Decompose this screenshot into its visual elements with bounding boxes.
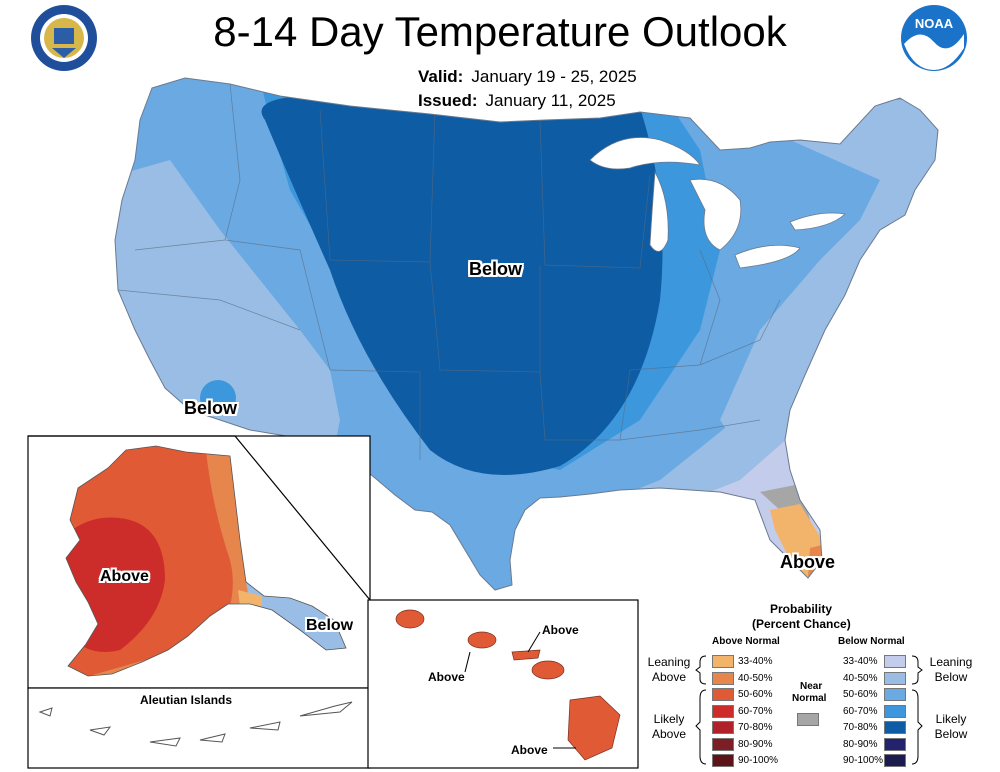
big-island: [567, 695, 621, 761]
legend-below-swatch-1: [884, 671, 906, 685]
legend-above-range-0: 33-40%: [738, 656, 773, 667]
aleutian-chain: [38, 701, 353, 747]
legend-below-range-0: 33-40%: [843, 656, 878, 667]
legend-below-range-2: 50-60%: [843, 689, 878, 700]
noaa-logo: NOAA: [901, 5, 967, 71]
above-33-40-florida: [770, 504, 822, 578]
legend-above-header: Above Normal: [712, 636, 780, 647]
label-conus-below: Below: [469, 259, 523, 279]
label-hawaii-above-1: Above: [428, 670, 465, 684]
legend-below-swatch-5: [884, 737, 906, 751]
legend-below-range-1: 40-50%: [843, 672, 878, 684]
legend-likely-above-group: Likely Above: [644, 712, 694, 742]
legend-near-header-2: Normal: [792, 693, 827, 704]
legend-leaning-above-group: Leaning Above: [644, 655, 694, 685]
label-hawaii-above-3: Above: [511, 743, 548, 757]
issued-label: Issued:: [418, 91, 478, 110]
legend-above-range-2: 50-60%: [738, 689, 773, 700]
legend-below-swatch-4: [884, 721, 906, 734]
legend-near-normal-swatch: [797, 713, 819, 726]
legend-above-range-4: 70-80%: [738, 722, 773, 733]
issued-value: January 11, 2025: [485, 91, 616, 110]
legend-above-swatch-2: [712, 688, 734, 701]
legend-above-range-3: 60-70%: [738, 705, 773, 717]
state-boundaries: [117, 83, 781, 460]
legend-above-swatch-1: [712, 671, 734, 685]
issued-date: Issued: January 11, 2025: [418, 91, 616, 111]
legend-above-swatch-0: [712, 655, 734, 668]
valid-label: Valid:: [418, 67, 464, 86]
noaa-logo-text: NOAA: [915, 16, 954, 31]
label-socal-below: Below: [184, 398, 238, 418]
likely-above-line-1: Likely: [653, 712, 685, 726]
alaska-inset: [27, 435, 371, 769]
valid-range: January 19 - 25, 2025: [471, 67, 637, 86]
legend-above-range-1: 40-50%: [738, 672, 773, 684]
below-socal-bubble: [200, 380, 236, 416]
legend-above-swatch-6: [712, 754, 734, 767]
valid-dates: Valid: January 19 - 25, 2025: [418, 67, 637, 87]
aleutian-inset: [27, 687, 371, 769]
legend-below-swatch-6: [884, 754, 906, 767]
legend-near-header-1: Near: [800, 681, 823, 692]
legend-above-range-5: 80-90%: [738, 738, 773, 750]
legend-above-swatch-3: [712, 704, 734, 718]
kauai-island: [395, 609, 425, 629]
leaning-above-line-2: Above: [651, 670, 687, 684]
hawaii-inset: [367, 599, 639, 769]
legend-below-swatch-2: [884, 688, 906, 701]
legend-below-swatch-0: [884, 655, 906, 668]
commerce-seal-logo: [31, 5, 97, 71]
legend-below-swatch-3: [884, 704, 906, 718]
label-alaska-below: Below: [306, 617, 354, 634]
label-alaska-above: Above: [100, 568, 149, 585]
map-title: 8-14 Day Temperature Outlook: [213, 8, 787, 55]
great-lakes: [589, 137, 846, 269]
leaning-below-line-2: Below: [934, 670, 968, 684]
legend-subtitle: (Percent Chance): [752, 617, 851, 631]
legend-below-range-5: 80-90%: [843, 738, 878, 750]
label-aleutian-islands: Aleutian Islands: [140, 693, 233, 707]
maui-island: [531, 660, 565, 680]
oahu-island: [467, 631, 497, 649]
legend-below-range-3: 60-70%: [843, 705, 878, 717]
likely-above-line-2: Above: [651, 727, 687, 741]
leaning-above-line-1: Leaning: [647, 655, 691, 669]
legend-below-range-6: 90-100%: [843, 755, 884, 766]
below-70-80-core: [261, 96, 663, 475]
legend-above-swatch-5: [712, 737, 734, 751]
legend-title: Probability: [770, 602, 833, 616]
likely-below-line-1: Likely: [935, 712, 967, 726]
label-florida-above: Above: [780, 552, 836, 572]
legend-below-header: Below Normal: [838, 636, 905, 647]
leaning-below-line-1: Leaning: [929, 655, 973, 669]
likely-below-line-2: Below: [934, 727, 968, 741]
legend-likely-below-group: Likely Below: [926, 712, 976, 742]
legend-above-range-6: 90-100%: [738, 755, 779, 766]
legend-below-range-4: 70-80%: [843, 722, 878, 733]
legend-above-swatch-4: [712, 721, 734, 734]
legend-leaning-below-group: Leaning Below: [926, 655, 976, 685]
molokai-island: [511, 649, 541, 661]
label-hawaii-above-2: Above: [542, 623, 579, 637]
